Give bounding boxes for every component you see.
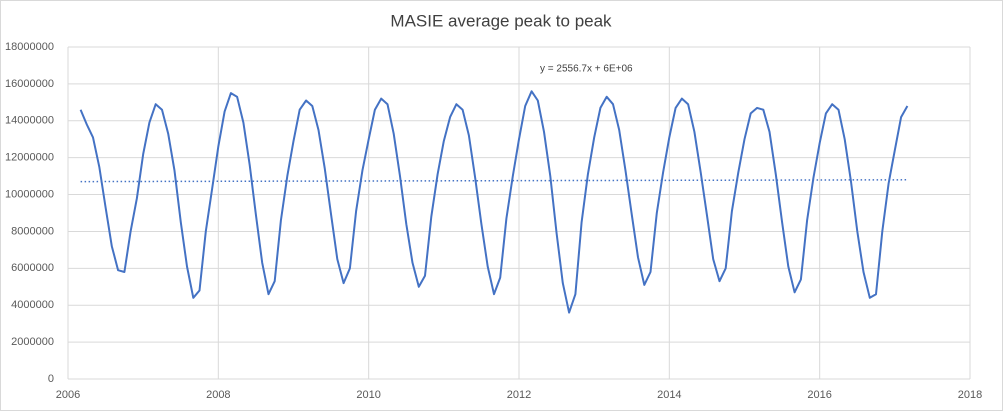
x-tick-label: 2012 [507,389,531,401]
x-tick-label: 2018 [958,389,982,401]
y-tick-label: 2000000 [11,336,54,348]
y-tick-label: 8000000 [11,225,54,237]
data-line [79,90,909,314]
x-tick-label: 2010 [356,389,380,401]
y-tick-label: 16000000 [5,78,54,90]
y-tick-label: 12000000 [5,152,54,164]
x-tick-label: 2016 [807,389,831,401]
y-tick-label: 18000000 [5,41,54,53]
trendline [80,179,908,183]
chart-title: MASIE average peak to peak [390,11,612,30]
y-tick-label: 4000000 [11,299,54,311]
trendline-equation: y = 2556.7x + 6E+06 [540,64,633,75]
y-tick-label: 14000000 [5,115,54,127]
y-tick-label: 6000000 [11,262,54,274]
x-tick-label: 2014 [657,389,681,401]
y-tick-label: 10000000 [5,188,54,200]
x-tick-label: 2008 [206,389,230,401]
y-tick-label: 0 [48,373,54,385]
x-tick-label: 2006 [56,389,80,401]
